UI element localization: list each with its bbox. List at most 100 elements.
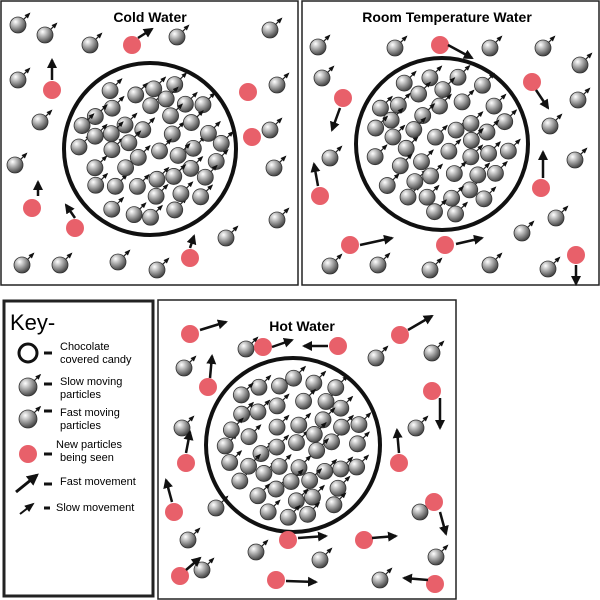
room-candy-outline [354, 56, 530, 232]
cold-candy-outline [62, 61, 238, 237]
room-particles [309, 34, 593, 286]
key-item-fast-movement: Fast movement [15, 473, 136, 494]
particle [534, 35, 556, 57]
new-particle [329, 337, 347, 355]
key-item-slow-particle: Slow moving particles [18, 373, 122, 401]
candy-particle [120, 130, 142, 152]
new-particle [431, 36, 449, 54]
candy-particle [86, 155, 108, 177]
hot-water-title: Hot Water [269, 318, 335, 334]
candy-particle [249, 483, 271, 505]
particle [371, 567, 393, 589]
candy-particle [349, 431, 370, 453]
candy-particle [116, 112, 138, 134]
candy-particle [285, 365, 307, 387]
candy-particle [487, 160, 508, 182]
key-label-fast-move: Fast movement [60, 476, 136, 488]
fast-arrow [534, 89, 550, 110]
fast-arrow-icon [15, 473, 39, 494]
candy-particle [299, 501, 321, 523]
particle [539, 256, 561, 278]
key-label-fast-1: Fast moving [60, 407, 120, 419]
key-label-candy-2: covered candy [60, 354, 132, 366]
fast-arrow [285, 576, 318, 587]
candy-particle [87, 172, 109, 194]
candy-particle [162, 103, 184, 125]
particle [168, 24, 190, 46]
candy-particle [496, 109, 518, 131]
fast-arrow [447, 43, 474, 60]
new-particle [390, 454, 408, 472]
candy-particle [462, 127, 484, 149]
new-particle [177, 454, 195, 472]
candy-particle [182, 110, 204, 131]
particle [481, 252, 503, 274]
key-label-slow-2: particles [60, 389, 101, 401]
particle [566, 147, 588, 169]
candy-particle [129, 145, 151, 166]
candy-outline-circle-icon [17, 342, 39, 364]
candy-particle [391, 153, 413, 175]
candy-particle [405, 117, 427, 138]
new-particle [532, 179, 550, 197]
candy-particle [290, 412, 312, 434]
candy-particle [447, 201, 469, 223]
candy-particle [166, 72, 188, 93]
candy-particle [86, 104, 108, 125]
candy-particle [314, 407, 336, 429]
new-particle [243, 128, 261, 146]
particle [571, 52, 593, 74]
candy-particle [103, 196, 125, 218]
candy-particle [270, 454, 292, 475]
hot-candy-outline [204, 356, 382, 534]
particle [421, 257, 443, 279]
candy-particle [366, 144, 388, 166]
particle [247, 539, 269, 561]
candy-particle [462, 144, 484, 166]
new-particle [355, 531, 373, 549]
particle [547, 205, 569, 227]
new-particle [199, 378, 217, 396]
fast-arrow [359, 234, 394, 247]
new-particle [334, 89, 352, 107]
particle [6, 152, 28, 174]
new-particle [426, 575, 444, 593]
particle [321, 253, 343, 275]
fast-arrow [392, 428, 403, 454]
new-particle [165, 503, 183, 521]
candy-particle [172, 181, 194, 203]
candy-particle [125, 202, 147, 224]
particle [237, 336, 259, 358]
particle [13, 252, 35, 274]
candy-particle [148, 166, 170, 188]
slow-particle-icon [18, 373, 42, 397]
candy-particle [474, 72, 495, 94]
candy-particle [147, 183, 169, 205]
particle [36, 22, 58, 44]
fast-arrow [371, 531, 398, 542]
candy-particle [169, 143, 191, 164]
fast-arrow [163, 478, 174, 503]
particle [109, 249, 131, 271]
candy-particle [163, 121, 185, 143]
candy-particle [288, 430, 309, 452]
candy-particle [165, 163, 187, 185]
particle [321, 145, 343, 167]
particle [148, 257, 170, 279]
candy-particle [268, 393, 290, 415]
particle [265, 155, 287, 177]
particle [207, 495, 229, 517]
hot-particles [163, 314, 449, 593]
candy-particle [333, 414, 355, 436]
key-label-slow-move: Slow movement [56, 502, 134, 514]
slow-arrow-icon [19, 502, 35, 515]
particle [51, 252, 73, 274]
fast-arrow [64, 203, 77, 219]
fast-arrow [271, 337, 294, 349]
key-label-candy-1: Chocolate [60, 341, 110, 353]
candy-particle [222, 417, 244, 439]
particle [313, 65, 335, 87]
fast-particle-icon [18, 405, 42, 429]
particle [175, 355, 197, 377]
particle [179, 527, 201, 549]
